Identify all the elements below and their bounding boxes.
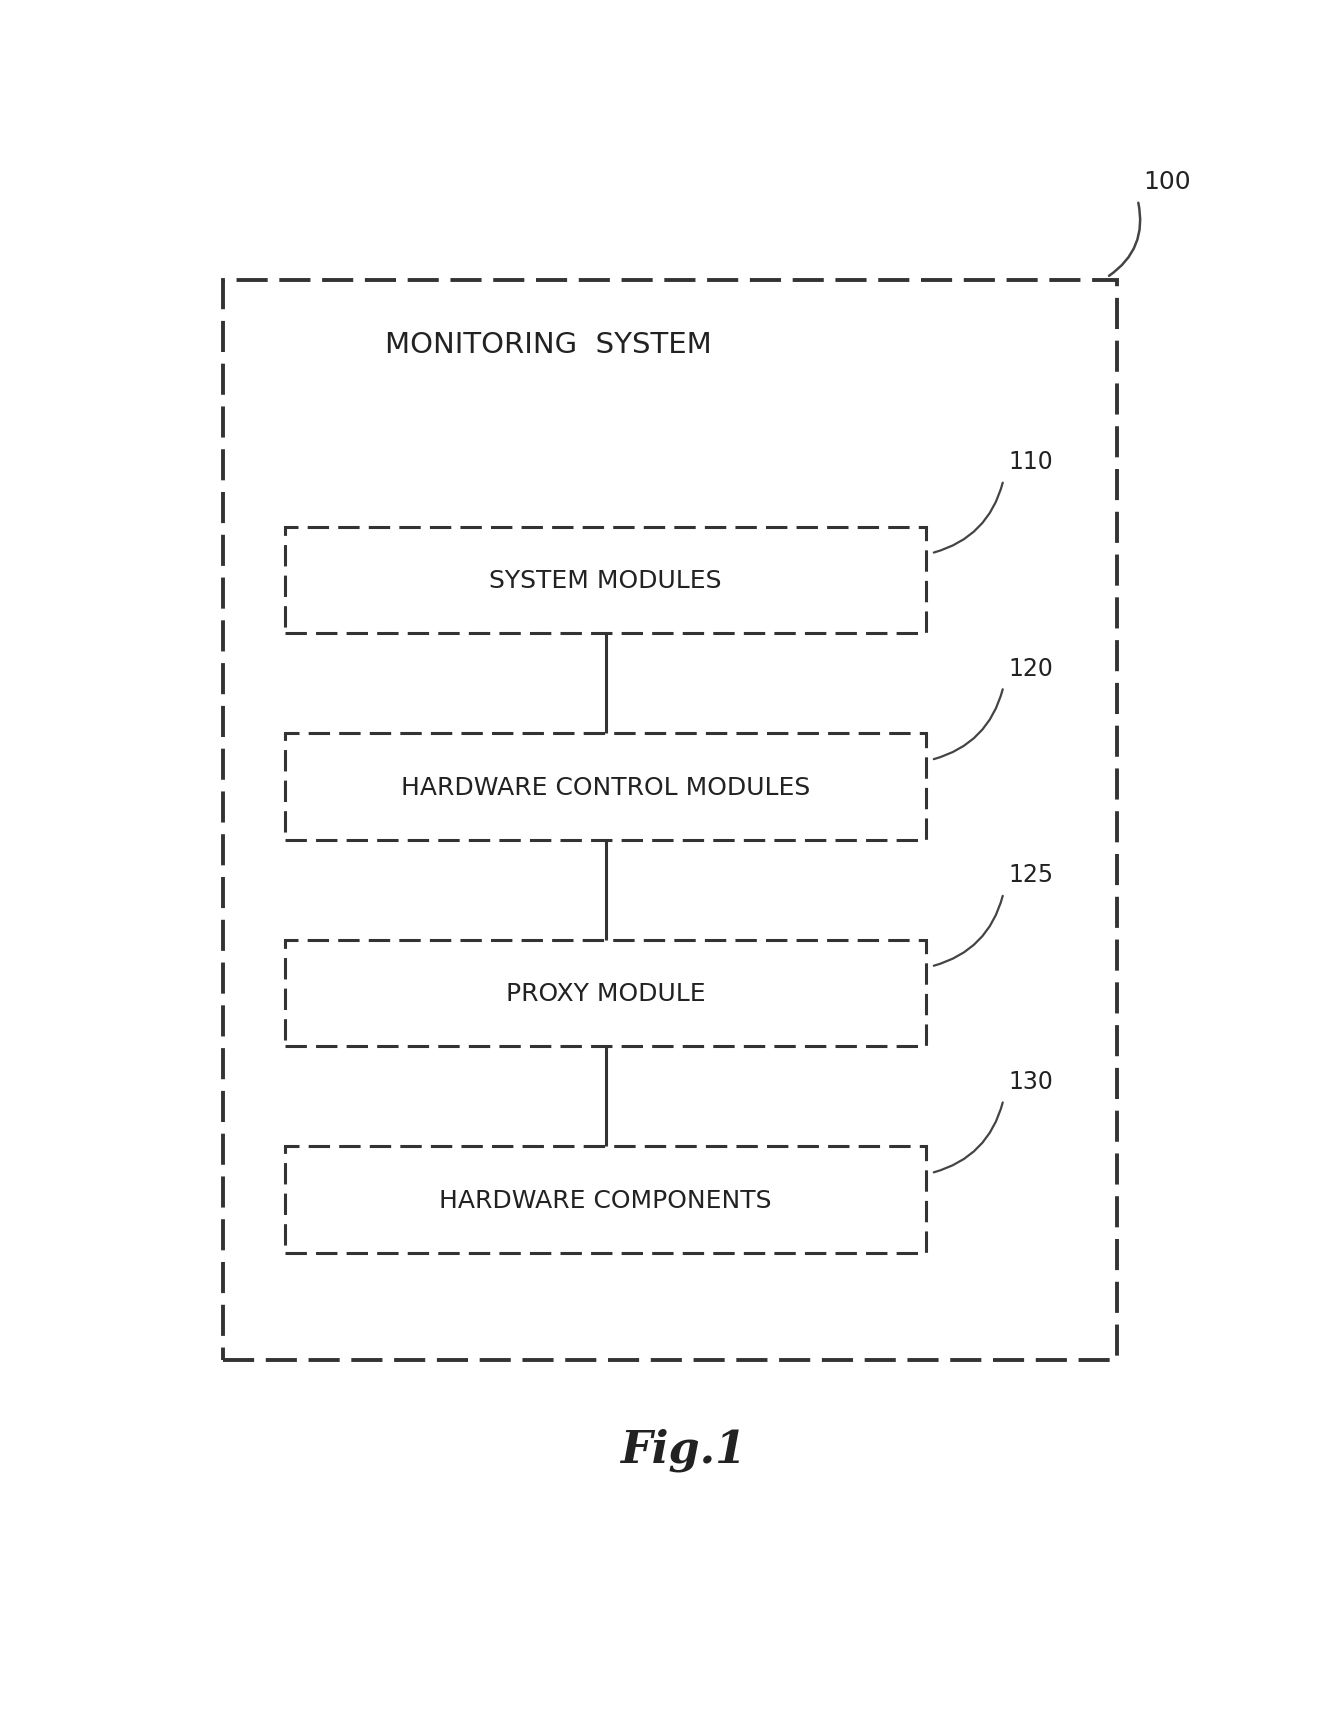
Text: Fig.1: Fig.1 [620,1427,746,1470]
Bar [285,1147,926,1253]
Bar [285,941,926,1047]
Text: SYSTEM MODULES: SYSTEM MODULES [489,569,722,593]
Text: MONITORING  SYSTEM: MONITORING SYSTEM [385,330,712,358]
Text: 130: 130 [1009,1069,1053,1093]
Text: 100: 100 [1142,170,1190,194]
Text: HARDWARE COMPONENTS: HARDWARE COMPONENTS [440,1189,772,1213]
Text: HARDWARE CONTROL MODULES: HARDWARE CONTROL MODULES [401,775,810,799]
Text: 110: 110 [1009,450,1053,474]
Bar [224,280,1117,1360]
Bar [285,734,926,841]
Text: 125: 125 [1009,863,1053,887]
Text: 120: 120 [1009,656,1053,680]
Text: PROXY MODULE: PROXY MODULE [505,981,705,1005]
Bar [285,528,926,633]
